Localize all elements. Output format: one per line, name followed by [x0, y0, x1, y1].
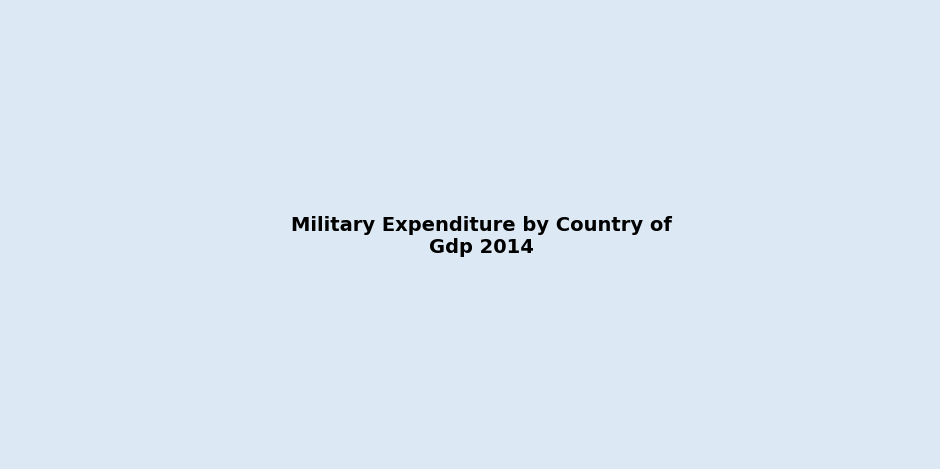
Text: Military Expenditure by Country of
Gdp 2014: Military Expenditure by Country of Gdp 2…	[291, 216, 672, 257]
